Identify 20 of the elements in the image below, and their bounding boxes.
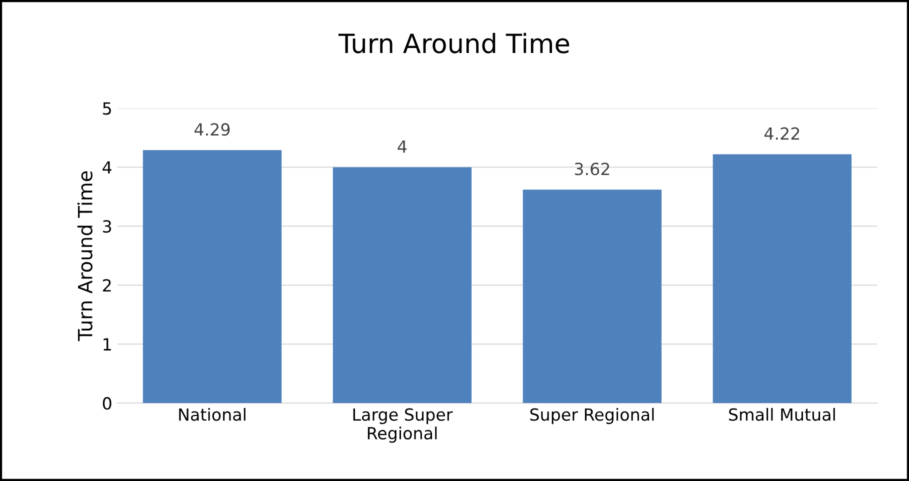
- data-label: 4: [398, 140, 407, 153]
- x-tick-label: National: [179, 408, 246, 421]
- data-label: 4.29: [194, 123, 230, 136]
- x-tick-label: Super Regional: [530, 408, 654, 424]
- y-tick-label: 4: [102, 161, 112, 174]
- y-axis-title: Turn Around Time: [77, 171, 92, 342]
- y-tick-label: 1: [104, 338, 111, 350]
- bar: [332, 167, 472, 404]
- bar: [142, 150, 282, 404]
- y-tick-label: 0: [102, 397, 112, 410]
- y-tick-label: 3: [103, 220, 112, 233]
- y-tick-label: 2: [103, 279, 111, 292]
- data-label: 4.22: [764, 127, 800, 140]
- data-label: 3.62: [574, 162, 610, 176]
- x-tick-label: Large Super Regional: [353, 408, 453, 443]
- chart-title: Turn Around Time: [338, 32, 570, 54]
- bar: [712, 154, 852, 404]
- x-tick-label: Small Mutual: [729, 408, 835, 421]
- y-tick-label: 5: [103, 102, 111, 115]
- bar: [522, 190, 662, 404]
